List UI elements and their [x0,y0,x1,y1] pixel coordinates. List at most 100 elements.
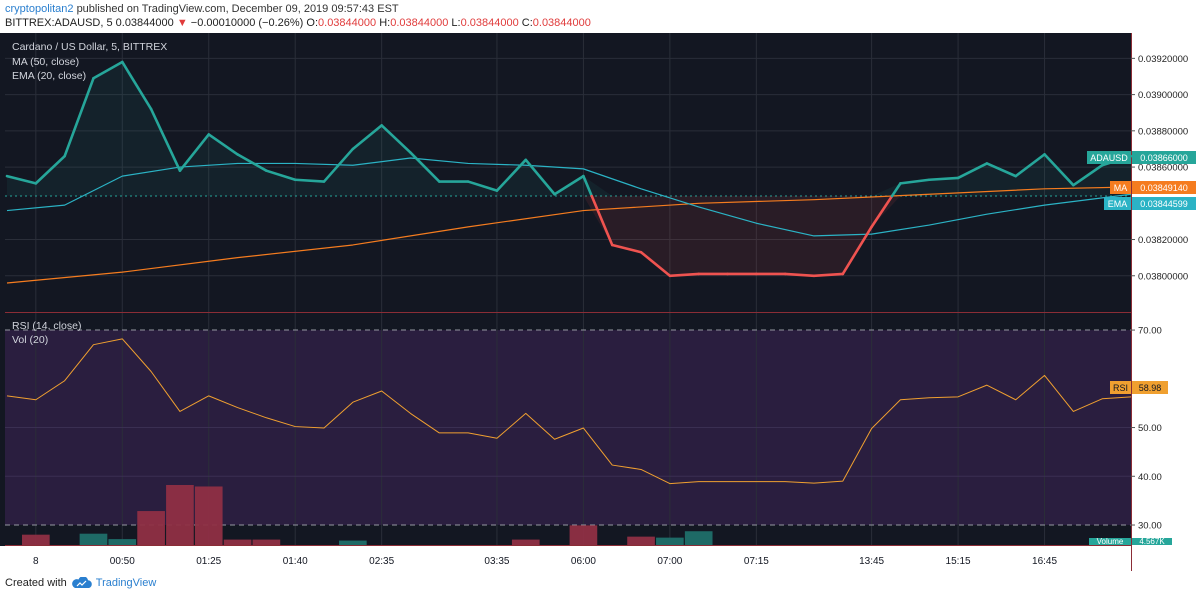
volume-bar [166,485,194,545]
vol-legend[interactable]: Vol (20) [12,334,48,346]
volume-bar [511,539,540,545]
price-segment [553,174,585,196]
x-tick-label: 8 [33,556,39,567]
price-axis-background [1132,33,1200,571]
tradingview-cloud-icon [71,577,92,588]
ema-line [6,157,1132,237]
ema-legend[interactable]: EMA (20, close) [12,70,86,82]
price-segment [899,178,931,185]
ma-badge-value: 0.03849140 [1140,183,1188,193]
x-tick-label: 03:35 [484,556,509,567]
volume-badge-name-bg [1089,538,1131,545]
price-segment [841,225,873,276]
footer: Created with TradingView [5,577,156,589]
volume-bar [21,534,50,545]
y-tick-label: 0.03860000 [1138,163,1188,174]
last-price: 0.03844000 [115,17,174,29]
ema-badge-name: EMA [1108,199,1128,209]
x-tick-label: 16:45 [1032,556,1057,567]
rsi-legend[interactable]: RSI (14, close) [12,320,81,332]
volume-bar [79,533,108,545]
price-segment [927,176,960,182]
price-segment [890,182,902,198]
price-badge-name: ADAUSD [1090,153,1128,163]
ema-badge-name-bg [1104,197,1131,210]
ma-badge-name: MA [1114,183,1128,193]
volume-bar [684,531,713,545]
price-segment [409,151,441,183]
time-axis-background [0,546,1131,571]
y-tick-label: 0.03920000 [1138,54,1188,65]
price-segment [265,169,297,182]
price-segment [236,153,268,172]
y-tick-label: 0.03800000 [1138,271,1188,282]
price-segment [956,162,989,180]
x-tick-label: 01:25 [196,556,221,567]
volume-bar [656,537,684,545]
volume-bar [137,511,165,545]
price-segment [783,272,816,278]
price-segment [63,76,95,158]
tradingview-link[interactable]: TradingView [95,577,157,589]
price-segment [870,194,894,229]
rsi-pane [6,338,1132,485]
high-value: 0.03844000 [390,17,449,29]
price-badge-name-bg [1087,151,1131,164]
volume-badge-value-bg [1132,538,1172,545]
author-link[interactable]: cryptopolitan2 [5,3,74,15]
x-tick-label: 06:00 [571,556,596,567]
price-segment [668,272,700,278]
price-segment [466,180,499,192]
ma-badge-value-bg [1132,181,1196,194]
y-tick-label: 0.03820000 [1138,235,1188,246]
rsi-tick-label: 30.00 [1138,521,1162,532]
price-segment [293,178,326,183]
rsi-badge-name: RSI [1113,383,1128,393]
ema-badge-value: 0.03844599 [1140,199,1188,209]
volume-bars [21,485,713,545]
price-segment [582,174,594,198]
volume-badge: Volume 4.567K [1089,537,1172,546]
rsi-line [6,338,1132,485]
created-with-text: Created with [5,577,67,589]
symbol-info-bar: BITTREX:ADAUSD, 5 0.03844000 ▼ −0.000100… [5,17,591,29]
rsi-badge-name-bg [1110,381,1131,394]
price-segment [812,272,845,278]
ma-badge-name-bg [1110,181,1131,194]
price-segment [34,154,66,185]
y-tick-label: 0.03900000 [1138,90,1188,101]
x-tick-label: 13:45 [859,556,884,567]
axis-labels: 8 00:50 01:25 01:40 02:35 03:35 06:00 07:00 07:1… [0,33,1200,571]
volume-bar [252,539,281,545]
chart-canvas[interactable]: 8 00:50 01:25 01:40 02:35 03:35 06:00 07:00 07:1… [0,33,1200,571]
ema-badge: EMA 0.03844599 [1104,197,1196,210]
volume-bar [627,536,655,545]
price-segment [495,158,528,192]
y-tick-label: 0.03880000 [1138,126,1188,137]
open-value: 0.03844000 [318,17,377,29]
price-segment [610,243,643,254]
rsi-tick-label: 40.00 [1138,472,1162,483]
price-segment [120,60,153,111]
price-segment [351,124,383,151]
published-text: published on TradingView.com, December 0… [76,3,399,15]
price-segment [92,60,124,80]
x-tick-label: 15:15 [946,556,971,567]
price-segment [322,147,355,183]
volume-bar [194,486,223,545]
change-down-arrow-icon: ▼ [176,17,188,29]
volume-bar [569,525,598,545]
x-tick-label: 01:40 [283,556,308,567]
volume-bar [223,539,252,545]
volume-bar [339,540,367,545]
x-tick-label: 07:00 [657,556,682,567]
price-area-above [7,61,1131,197]
price-segment [985,162,1018,178]
price-area-below [7,196,1131,276]
ema-badge-value-bg [1132,197,1196,210]
ma-legend[interactable]: MA (50, close) [12,56,79,68]
high-label: H: [379,17,391,29]
price-segment [524,158,556,196]
rsi-tick-label: 50.00 [1138,423,1162,434]
rsi-badge-value-bg [1132,381,1168,394]
